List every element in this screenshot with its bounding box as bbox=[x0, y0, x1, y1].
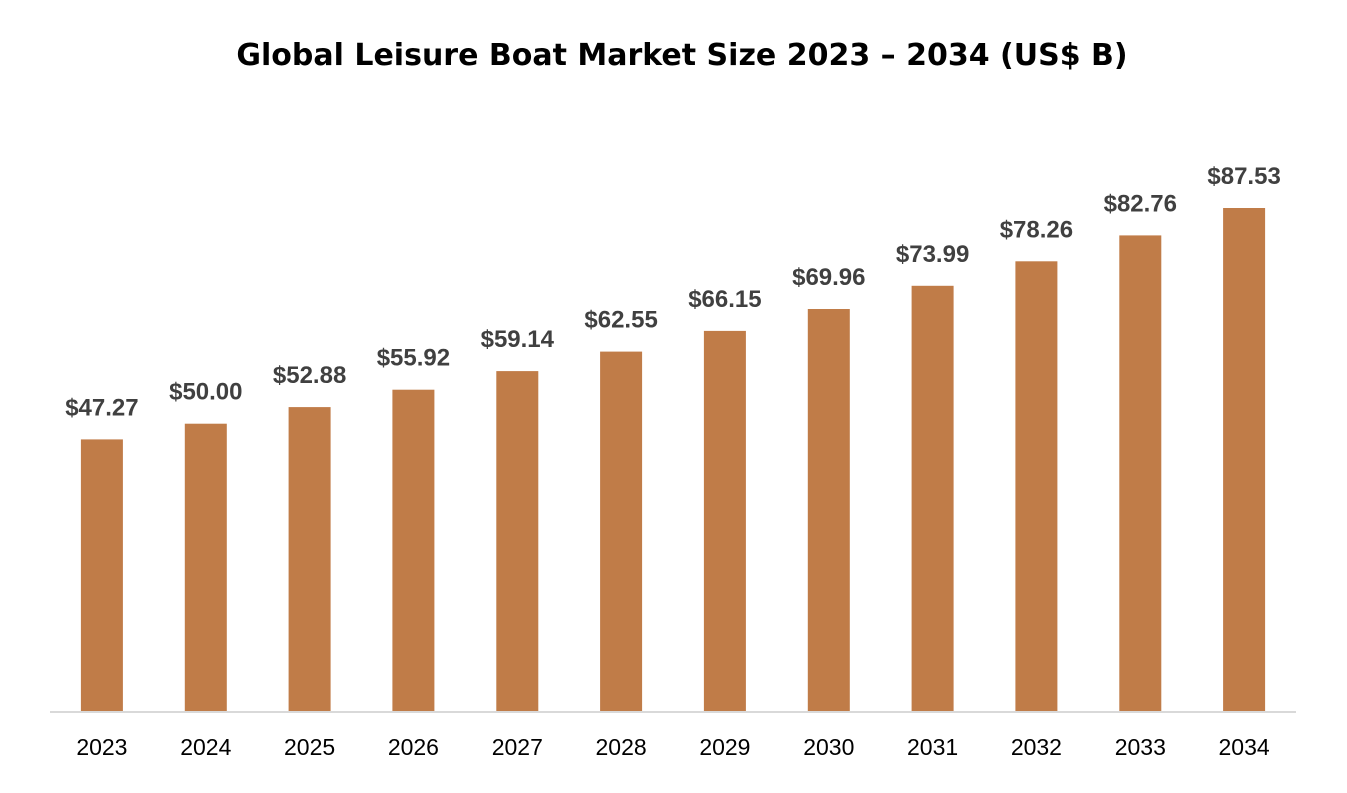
bar-2031 bbox=[911, 285, 954, 711]
bar-2023 bbox=[80, 439, 123, 711]
data-label-2034: $87.53 bbox=[1207, 163, 1280, 190]
bar-2028 bbox=[600, 351, 643, 711]
x-tick-label-2031: 2031 bbox=[907, 734, 958, 760]
x-tick-label-2034: 2034 bbox=[1219, 734, 1270, 760]
bar-2032 bbox=[1015, 261, 1058, 711]
data-label-2029: $66.15 bbox=[688, 286, 761, 313]
x-tick-label-2028: 2028 bbox=[596, 734, 647, 760]
x-tick-label-2023: 2023 bbox=[76, 734, 127, 760]
x-tick-label-2027: 2027 bbox=[492, 734, 543, 760]
data-label-2031: $73.99 bbox=[896, 241, 969, 268]
x-tick-label-2033: 2033 bbox=[1115, 734, 1166, 760]
x-tick-label-2025: 2025 bbox=[284, 734, 335, 760]
bar-2027 bbox=[496, 371, 539, 711]
x-tick-label-2032: 2032 bbox=[1011, 734, 1062, 760]
x-tick-label-2030: 2030 bbox=[803, 734, 854, 760]
x-tick-label-2026: 2026 bbox=[388, 734, 439, 760]
data-label-2023: $47.27 bbox=[65, 394, 138, 421]
bar-2033 bbox=[1119, 235, 1162, 711]
data-label-2032: $78.26 bbox=[1000, 216, 1073, 243]
bar-2025 bbox=[288, 407, 331, 711]
data-label-2024: $50.00 bbox=[169, 379, 242, 406]
bar-2026 bbox=[392, 389, 435, 711]
chart-title: Global Leisure Boat Market Size 2023 – 2… bbox=[236, 38, 1128, 73]
bar-2024 bbox=[184, 423, 227, 711]
x-tick-label-2029: 2029 bbox=[699, 734, 750, 760]
bars-group bbox=[80, 208, 1266, 711]
data-labels-group: $47.27 $50.00 $52.88 $55.92 $59.14 $62.55 $66.… bbox=[65, 163, 1281, 421]
data-label-2027: $59.14 bbox=[481, 326, 555, 353]
bar-2030 bbox=[807, 309, 850, 711]
x-tick-labels-group: 2023 2024 2025 2026 2027 2028 2029 2030 2031 2032… bbox=[76, 734, 1270, 760]
bar-2034 bbox=[1223, 208, 1266, 711]
x-tick-label-2024: 2024 bbox=[180, 734, 231, 760]
data-label-2028: $62.55 bbox=[584, 307, 657, 334]
data-label-2026: $55.92 bbox=[377, 345, 450, 372]
data-label-2030: $69.96 bbox=[792, 264, 865, 291]
bar-2029 bbox=[703, 330, 746, 711]
data-label-2025: $52.88 bbox=[273, 362, 346, 389]
data-label-2033: $82.76 bbox=[1104, 190, 1177, 217]
